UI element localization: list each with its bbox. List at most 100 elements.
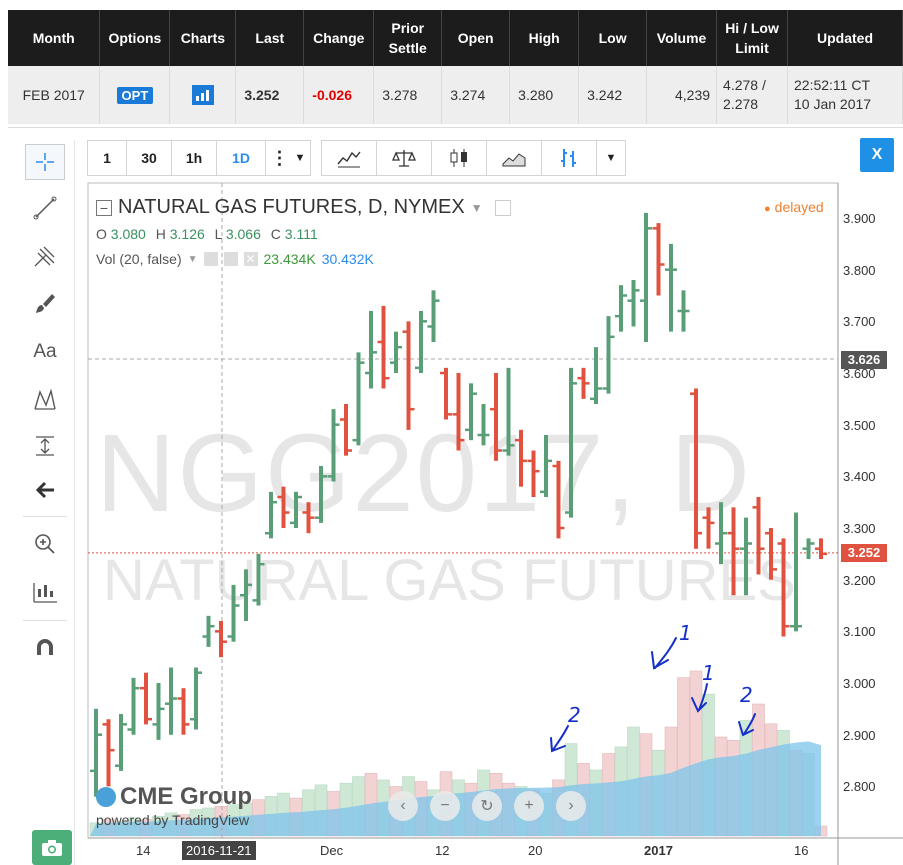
header-charts: Charts — [169, 10, 237, 66]
month-cell: FEB 2017 — [8, 66, 101, 124]
header-volume: Volume — [646, 10, 718, 66]
low-value: 3.066 — [225, 226, 261, 242]
measure-ruler-icon[interactable] — [25, 574, 65, 610]
price-tick: 3.800 — [843, 263, 876, 278]
name-watermark: NATURAL GAS FUTURES — [103, 548, 796, 613]
price-tick: 2.900 — [843, 728, 876, 743]
header-high: High — [509, 10, 580, 66]
trend-line-icon[interactable] — [25, 190, 65, 226]
interval-30-button[interactable]: 30 — [126, 140, 172, 176]
gear-icon[interactable] — [223, 252, 238, 266]
annotation-arrow — [550, 725, 569, 753]
high-label: H — [155, 226, 166, 242]
chart-toolbar: 1 30 1h 1D ⋮ ▼ ▼ — [87, 140, 626, 176]
pattern-icon[interactable] — [25, 382, 65, 418]
updated-time: 22:52:11 CT — [794, 77, 871, 93]
eye-icon[interactable] — [203, 252, 218, 266]
brand-text: CME Group — [120, 783, 252, 810]
volume-ma-area — [90, 741, 821, 836]
volume-value-b: 30.432K — [321, 251, 374, 267]
volume-label: Vol (20, false) — [96, 251, 182, 267]
header-month: Month — [8, 10, 101, 66]
volume-legend: Vol (20, false) ▼ ✕ 23.434K 30.432K — [96, 251, 374, 267]
arrow-left-icon[interactable] — [25, 472, 65, 508]
area-chart-icon[interactable] — [486, 140, 542, 176]
scroll-right-button[interactable]: › — [556, 791, 586, 821]
crosshair-icon[interactable] — [25, 144, 65, 180]
time-tick: 16 — [794, 843, 809, 858]
camera-icon[interactable] — [32, 830, 72, 865]
powered-by[interactable]: powered by TradingView — [96, 812, 250, 828]
price-tick: 3.300 — [843, 521, 876, 536]
delayed-indicator: delayed — [764, 199, 824, 215]
last-price-cell: 3.252 — [235, 66, 305, 124]
quote-header-row: Month Options Charts Last Change Prior Se… — [8, 10, 903, 66]
magnet-icon[interactable] — [25, 630, 65, 666]
price-tick: 3.000 — [843, 676, 876, 691]
text-tool-icon[interactable]: Aa — [33, 341, 57, 362]
brush-icon[interactable] — [25, 286, 65, 322]
updated-date: 10 Jan 2017 — [794, 96, 872, 112]
time-tick: 12 — [435, 843, 450, 858]
settings-icon[interactable] — [494, 199, 511, 216]
pitchfork-icon[interactable] — [25, 238, 65, 274]
price-tick: 3.600 — [843, 366, 876, 381]
interval-1h-button[interactable]: 1h — [171, 140, 217, 176]
header-low: Low — [578, 10, 648, 66]
chevron-down-icon[interactable]: ▼ — [187, 253, 198, 265]
last-price-tag: 3.252 — [841, 544, 887, 562]
toolbar-divider — [23, 620, 67, 621]
globe-icon — [96, 787, 116, 807]
annotation-label: 2 — [740, 683, 753, 707]
chart-type-dropdown-icon[interactable]: ▼ — [596, 140, 626, 176]
limit-hi: 4.278 / — [723, 77, 766, 93]
annotation-arrow — [691, 683, 708, 713]
chevron-down-icon[interactable]: ▼ — [470, 200, 483, 215]
close-button[interactable]: X — [860, 138, 894, 172]
header-updated: Updated — [787, 10, 903, 66]
close-value: 3.111 — [284, 226, 318, 242]
time-tick: 2017 — [644, 843, 673, 858]
updated-cell: 22:52:11 CT 10 Jan 2017 — [787, 66, 903, 124]
interval-dropdown[interactable]: ⋮ ▼ — [265, 140, 311, 176]
close-label: C — [270, 226, 281, 242]
reset-button[interactable]: ↻ — [472, 791, 502, 821]
ohlc-legend: O 3.080 H 3.126 L 3.066 C 3.111 — [96, 226, 324, 242]
compare-icon[interactable] — [321, 140, 377, 176]
zoom-in-button[interactable]: + — [514, 791, 544, 821]
scroll-left-button[interactable]: ‹ — [388, 791, 418, 821]
chart-legend-title: − NATURAL GAS FUTURES, D, NYMEX ▼ — [96, 196, 511, 219]
annotation-label: 1 — [679, 621, 692, 645]
volume-value-a: 23.434K — [263, 251, 316, 267]
price-tick: 3.700 — [843, 314, 876, 329]
header-prior-settle: Prior Settle — [373, 10, 443, 66]
chart-title: NATURAL GAS FUTURES, D, NYMEX — [118, 196, 465, 218]
time-tick: Dec — [320, 843, 344, 858]
opt-button[interactable]: OPT — [116, 86, 154, 104]
interval-1d-button[interactable]: 1D — [216, 140, 266, 176]
zoom-in-icon[interactable] — [25, 526, 65, 562]
price-tick: 3.200 — [843, 573, 876, 588]
time-tick: 20 — [528, 843, 543, 858]
options-cell: OPT — [99, 66, 171, 124]
bars-chart-icon[interactable] — [541, 140, 597, 176]
change-cell: -0.026 — [303, 66, 375, 124]
collapse-legend-icon[interactable]: − — [96, 199, 112, 216]
bar-chart-icon[interactable] — [191, 85, 214, 105]
prior-settle-cell: 3.278 — [373, 66, 443, 124]
close-icon[interactable]: ✕ — [243, 252, 258, 266]
price-tick: 3.900 — [843, 211, 876, 226]
measure-icon[interactable] — [25, 428, 65, 464]
quote-table: Month Options Charts Last Change Prior Se… — [8, 10, 903, 124]
open-label: O — [96, 226, 107, 242]
quote-row: FEB 2017 OPT 3.252 -0.026 3.278 3.274 3.… — [8, 66, 903, 124]
interval-1-button[interactable]: 1 — [87, 140, 127, 176]
zoom-out-button[interactable]: − — [430, 791, 460, 821]
chevron-down-icon: ▼ — [294, 152, 306, 164]
crosshair-price-tag: 3.626 — [841, 351, 887, 369]
header-options: Options — [99, 10, 171, 66]
low-cell: 3.242 — [578, 66, 648, 124]
annotation-arrow — [651, 637, 677, 670]
header-limit: Hi / Low Limit — [716, 10, 788, 66]
